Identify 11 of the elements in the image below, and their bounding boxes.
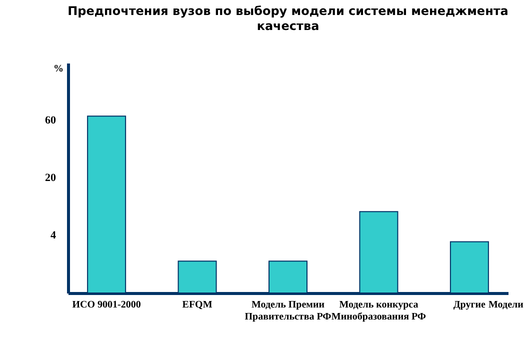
x-axis-title: Модели [488, 300, 524, 310]
text: 20 [45, 172, 56, 184]
x-tick-label: EFQM [182, 300, 213, 310]
text: 4 [50, 230, 56, 242]
x-tick-label: Модель Премии Правительства РФ [244, 300, 332, 322]
x-tick-label: Другие [453, 300, 486, 310]
x-tick-label: Модель конкурса Минобразования РФ [331, 300, 426, 322]
chart-title: Предпочтения вузов по выбору модели системы менеджмента качества [68, 4, 508, 33]
y-axis-title: % [54, 64, 64, 74]
x-tick-label: ИСО 9001-2000 [72, 300, 141, 310]
text: 60 [45, 114, 56, 126]
